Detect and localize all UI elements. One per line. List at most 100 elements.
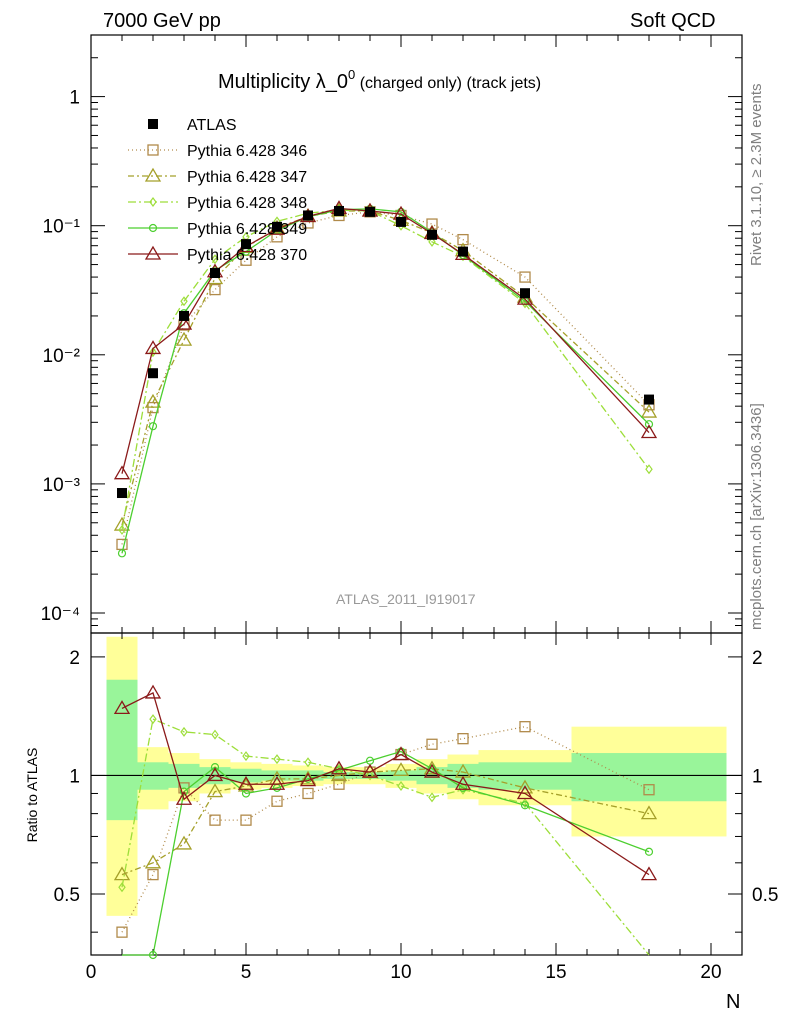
legend-label: ATLAS: [187, 117, 237, 134]
series-2-point: [175, 331, 193, 346]
legend-label: Pythia 6.428 346: [187, 143, 307, 160]
series-5-point: [175, 315, 193, 330]
series-3-ratio-point: [118, 882, 126, 893]
ratio-tick-label: 1: [69, 766, 80, 787]
series-5-ratio-point: [113, 700, 131, 715]
series-1-ratio-point: [302, 787, 314, 800]
series-1-ratio-point: [519, 721, 531, 733]
series-4-ratio-point: [241, 789, 251, 798]
ratio-tick-label: 2: [69, 648, 80, 669]
series-3-ratio-point: [149, 714, 157, 725]
series-2-ratio-point: [640, 805, 658, 820]
legend-marker: [144, 167, 162, 182]
series-3-point: [118, 524, 126, 535]
x-tick-label: 10: [390, 962, 411, 983]
y-tick-label: 10⁻³: [43, 475, 81, 496]
series-1-point: [519, 271, 531, 283]
series-2-ratio-point: [144, 854, 162, 869]
y-tick-label: 10⁻²: [43, 346, 81, 367]
legend-entry: Pythia 6.428 346: [128, 143, 307, 160]
ratio-tick-label-right: 2: [752, 648, 763, 669]
series-4-ratio-point: [210, 763, 220, 772]
ratio-tick-label-right: 0.5: [752, 885, 778, 906]
legend-label: Pythia 6.428 347: [187, 169, 307, 186]
series-2-ratio-point: [237, 777, 255, 792]
legend-marker: [144, 245, 162, 260]
ratio-tick-label: 0.5: [54, 885, 80, 906]
atlas-data-point: [458, 246, 468, 257]
ratio-y-axis-label: Ratio to ATLAS: [24, 748, 40, 843]
series-3-line: [121, 209, 650, 531]
series-1-ratio-point: [457, 733, 469, 745]
series-1-ratio-point: [333, 778, 345, 790]
series-2-ratio-point: [113, 866, 131, 881]
series-2-ratio-point: [175, 835, 193, 850]
ratio-plot-frame: [90, 632, 743, 956]
series-3-point: [428, 236, 436, 247]
series-4-ratio-point: [644, 847, 654, 856]
series-3-point: [211, 254, 219, 265]
series-4-ratio-point: [148, 950, 158, 960]
series-3-ratio-line: [121, 718, 650, 956]
series-3-point: [180, 296, 188, 307]
series-5-ratio-point: [423, 763, 441, 778]
series-3-ratio-point: [242, 751, 250, 762]
axes-ticks: 0 5 10 15 20 10⁻⁴ 10⁻³ 10⁻² 10⁻¹ 1 0.5 0.5 1 1 2 2: [41, 34, 778, 983]
atlas-data-point: [365, 206, 375, 217]
series-1-ratio-point: [426, 738, 438, 750]
series-5-ratio-point: [144, 684, 162, 699]
x-tick-label: 20: [700, 962, 721, 983]
series-1-ratio-point: [271, 795, 283, 807]
series-5-point: [144, 340, 162, 355]
atlas-data-point: [303, 210, 313, 221]
series-3-ratio-point: [428, 792, 436, 803]
x-tick-label: 5: [241, 962, 252, 983]
series-4-point: [644, 420, 654, 429]
plot-frames: [90, 34, 743, 956]
reference-data-layer: [117, 205, 654, 499]
legend-marker: [148, 223, 158, 233]
plot-title: Multiplicity λ_00 (charged only) (track …: [218, 67, 541, 93]
series-1-ratio-point: [147, 868, 159, 881]
atlas-data-point: [644, 394, 654, 405]
series-2-point: [113, 516, 131, 531]
y-tick-label: 10⁻⁴: [41, 604, 80, 625]
series-3-ratio-point: [397, 781, 405, 792]
ratio-uncertainty-bands: [106, 636, 727, 916]
series-3-ratio-point: [273, 754, 281, 765]
energy-label: 7000 GeV pp: [103, 10, 221, 32]
series-5-ratio-point: [237, 775, 255, 790]
series-5-point: [113, 465, 131, 480]
series-4-ratio-point: [179, 787, 189, 796]
atlas-data-point: [272, 221, 282, 232]
series-5-ratio-point: [268, 775, 286, 790]
series-1-line: [121, 211, 650, 545]
legend-entry: Pythia 6.428 349: [128, 221, 307, 238]
atlas-data-point: [117, 488, 127, 499]
series-3-point: [149, 347, 157, 358]
process-label: Soft QCD: [630, 10, 716, 32]
series-2-point: [144, 393, 162, 408]
ratio-band-inner: [571, 753, 727, 802]
legend-entry: Pythia 6.428 347: [128, 167, 307, 186]
series-3-ratio-point: [180, 726, 188, 737]
legend-entry: Pythia 6.428 370: [128, 245, 307, 264]
series-2-ratio-point: [392, 762, 410, 777]
legend-label: Pythia 6.428 349: [187, 221, 307, 238]
series-5-ratio-line: [121, 692, 650, 876]
y-tick-label: 1: [69, 88, 80, 109]
y-tick-label: 10⁻¹: [43, 217, 81, 238]
series-layer: [113, 200, 658, 960]
legend-marker: [147, 144, 159, 156]
series-3-ratio-point: [211, 729, 219, 740]
series-5-ratio-point: [330, 760, 348, 775]
series-3-ratio-point: [304, 757, 312, 768]
atlas-data-point: [241, 239, 251, 250]
series-5-ratio-point: [206, 767, 224, 782]
series-1-ratio-point: [116, 926, 128, 938]
series-5-ratio-point: [454, 775, 472, 790]
series-5-ratio-point: [516, 785, 534, 800]
atlas-data-point: [520, 288, 530, 299]
